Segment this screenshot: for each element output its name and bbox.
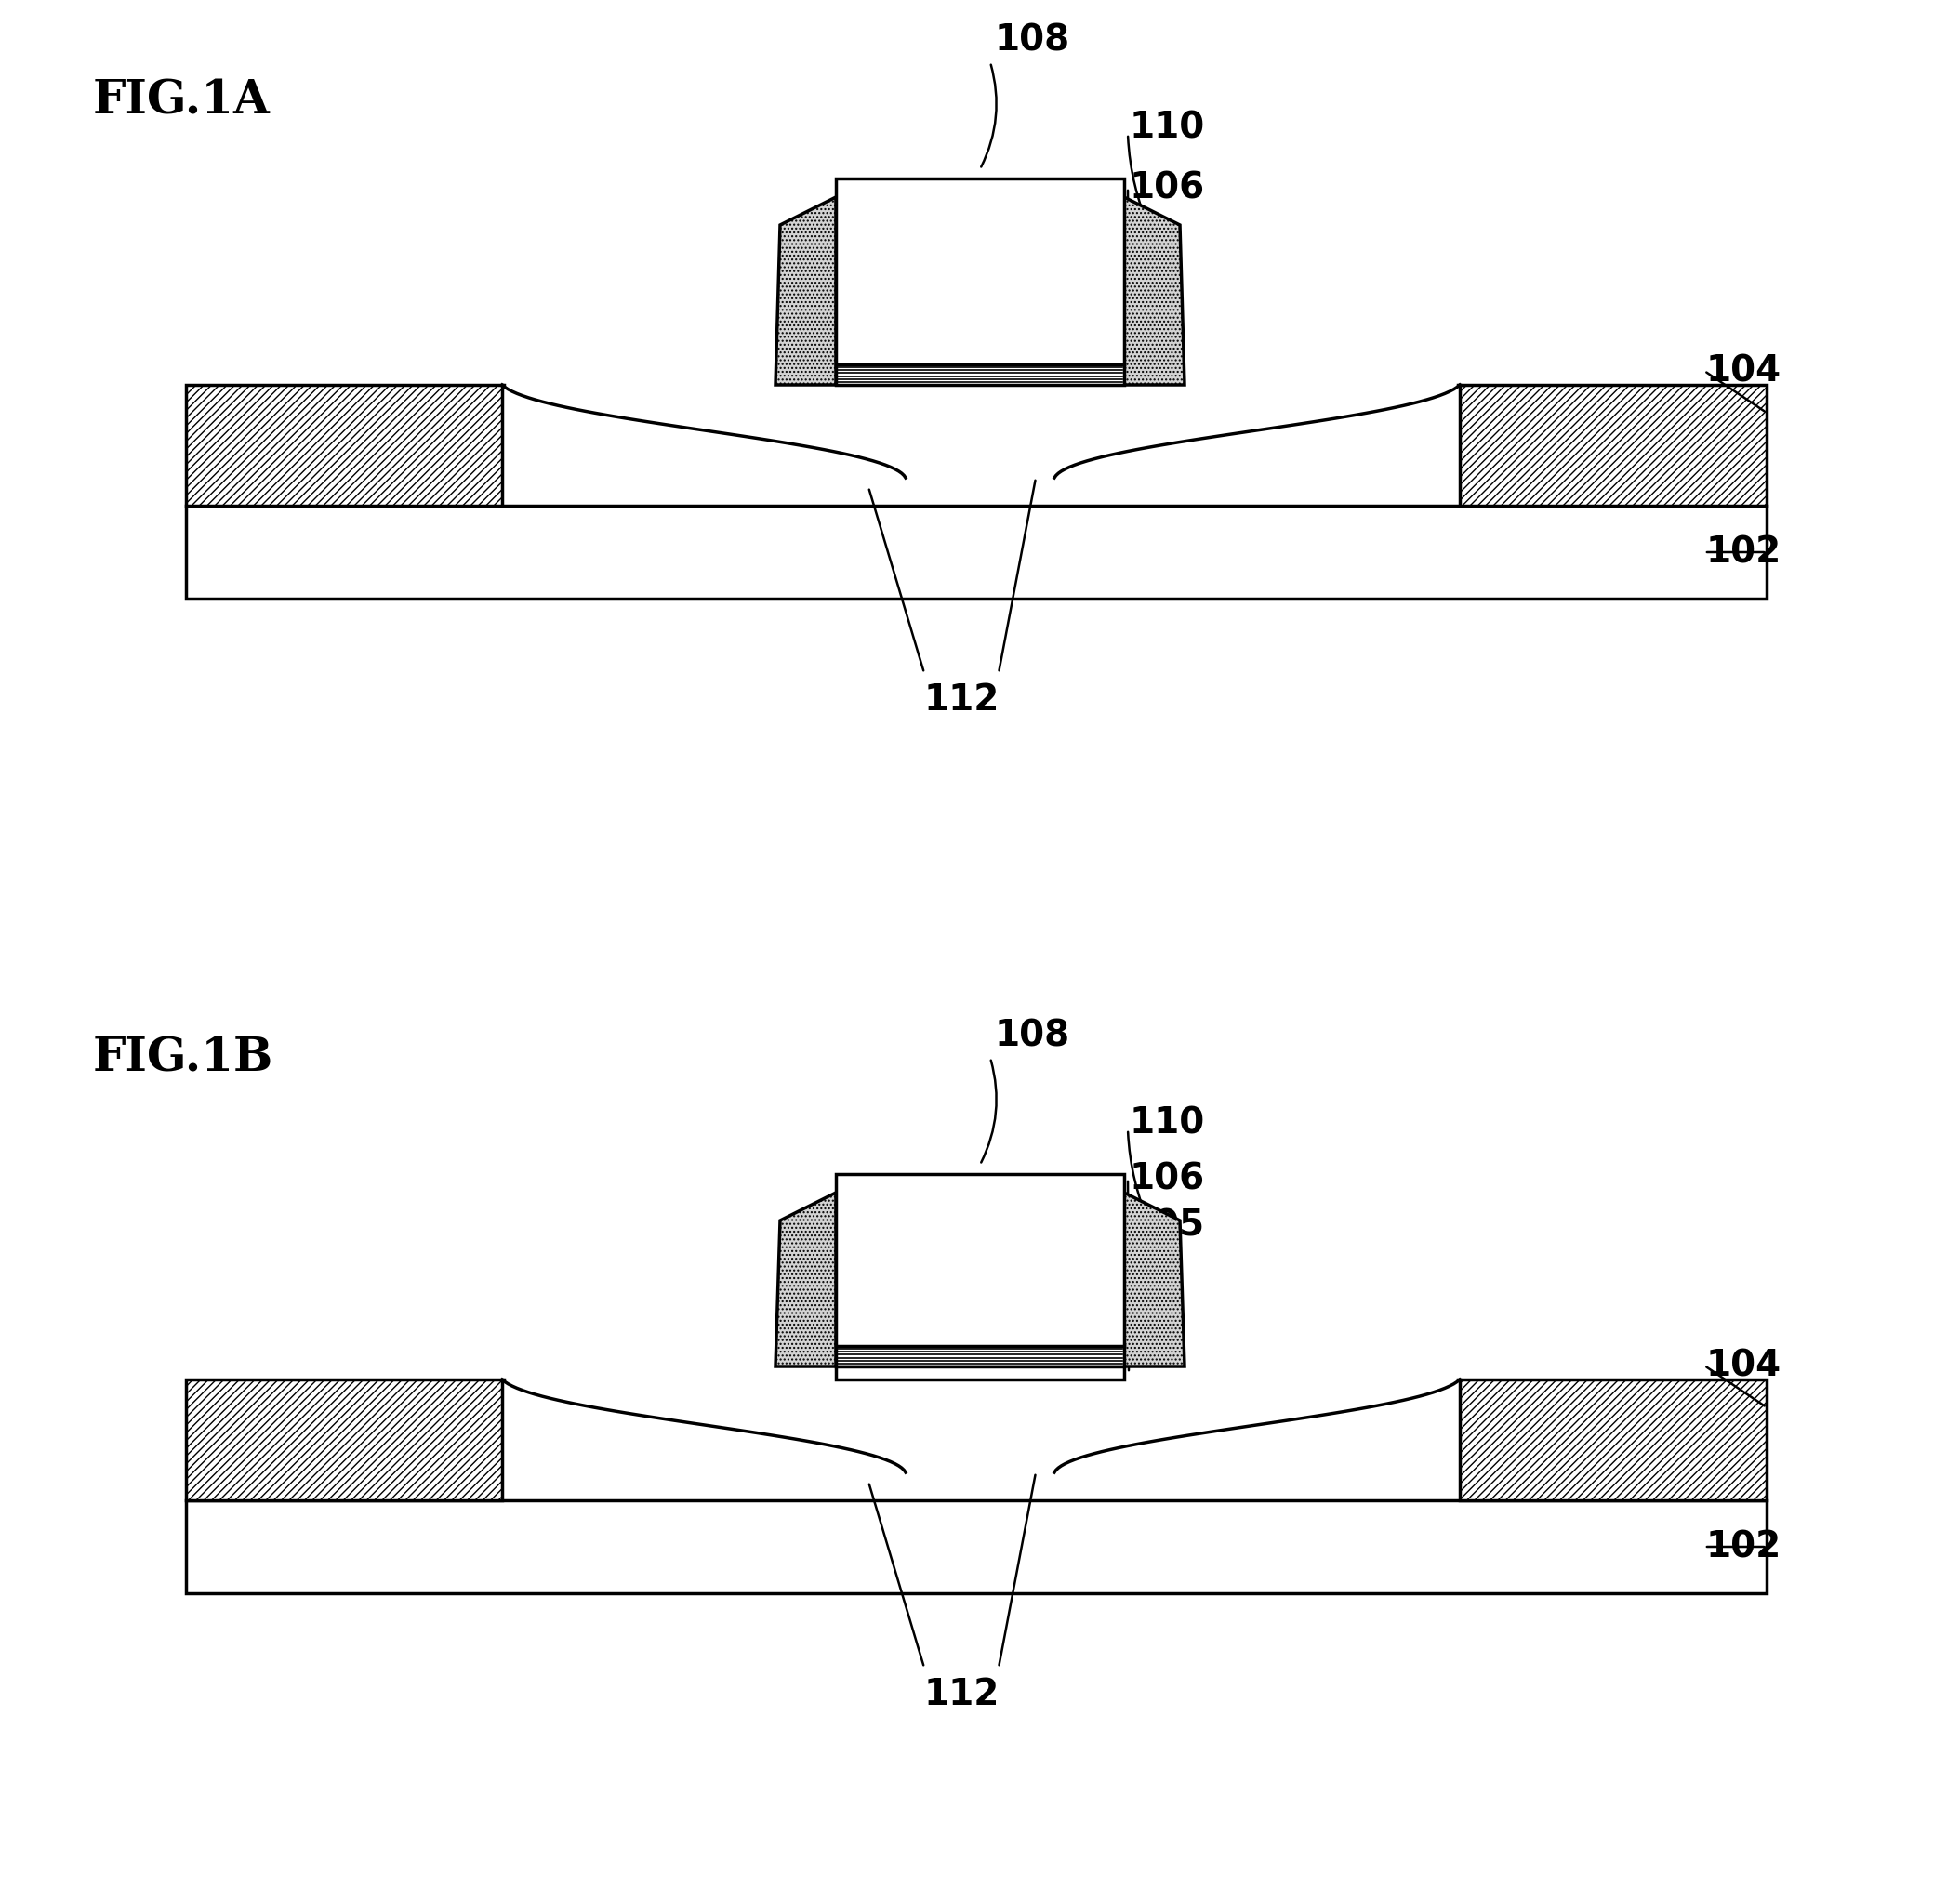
Text: 108: 108 — [996, 23, 1070, 57]
Text: 106: 106 — [1129, 171, 1205, 205]
Text: 102: 102 — [1705, 534, 1782, 570]
Polygon shape — [1460, 1379, 1766, 1501]
Polygon shape — [1125, 1193, 1184, 1366]
Text: 112: 112 — [923, 682, 1000, 718]
Text: FIG.1B: FIG.1B — [92, 1036, 274, 1081]
Polygon shape — [835, 1366, 1125, 1379]
Text: 106: 106 — [1129, 1161, 1205, 1197]
Text: FIG.1A: FIG.1A — [92, 78, 270, 124]
Polygon shape — [835, 1174, 1125, 1345]
Text: 102: 102 — [1705, 1530, 1782, 1564]
Polygon shape — [186, 1379, 502, 1501]
Text: 104: 104 — [1705, 1347, 1782, 1383]
Text: 108: 108 — [996, 1018, 1070, 1053]
Polygon shape — [776, 198, 835, 386]
Polygon shape — [835, 365, 1125, 386]
Polygon shape — [1125, 198, 1184, 386]
Polygon shape — [776, 1193, 835, 1366]
Text: 105: 105 — [1129, 1208, 1205, 1243]
Polygon shape — [186, 505, 1766, 598]
Text: 110: 110 — [1129, 1106, 1205, 1140]
Polygon shape — [186, 1501, 1766, 1594]
Polygon shape — [186, 386, 502, 505]
Polygon shape — [1460, 386, 1766, 505]
Polygon shape — [835, 1345, 1125, 1366]
Polygon shape — [835, 179, 1125, 365]
Text: 104: 104 — [1705, 353, 1782, 389]
Text: 112: 112 — [923, 1678, 1000, 1712]
Text: 110: 110 — [1129, 110, 1205, 144]
